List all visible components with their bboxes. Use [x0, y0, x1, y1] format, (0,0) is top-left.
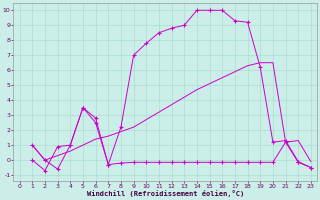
X-axis label: Windchill (Refroidissement éolien,°C): Windchill (Refroidissement éolien,°C) — [87, 190, 244, 197]
